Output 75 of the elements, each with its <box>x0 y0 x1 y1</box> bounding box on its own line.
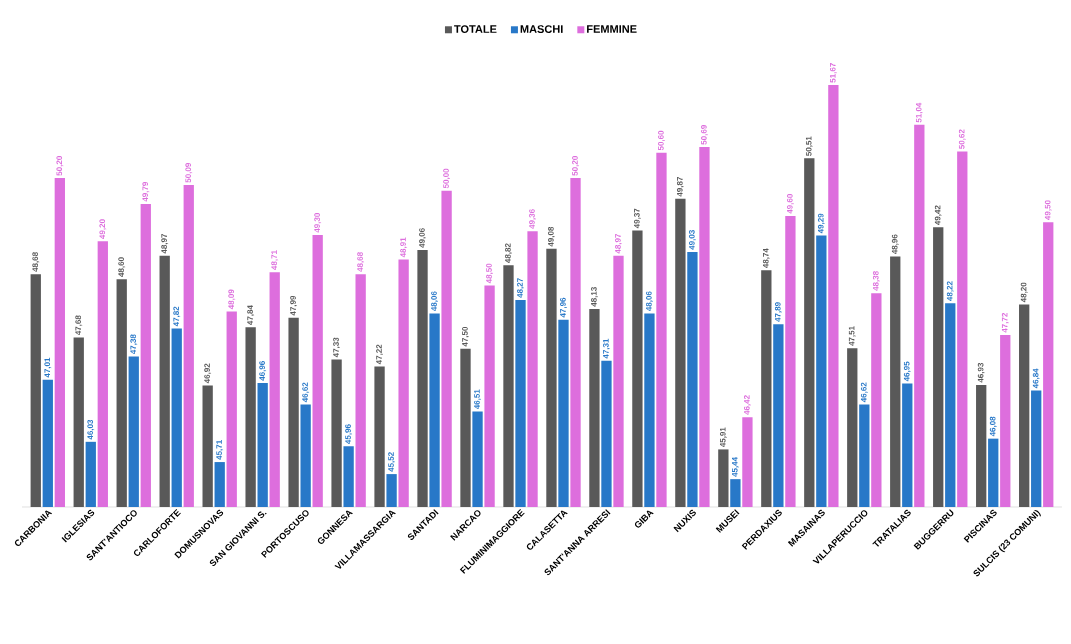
data-label: 47,82 <box>173 306 181 327</box>
data-label: 47,89 <box>774 302 782 322</box>
data-label: 48,60 <box>118 257 126 277</box>
data-label: 46,51 <box>474 389 481 410</box>
data-label: 48,68 <box>32 252 40 272</box>
data-label: 48,38 <box>872 271 880 291</box>
data-label: 49,50 <box>1044 200 1052 220</box>
data-label: 48,74 <box>762 248 770 269</box>
data-label: 45,44 <box>732 456 739 477</box>
data-label: 47,51 <box>848 326 856 346</box>
data-label: 47,99 <box>290 295 298 316</box>
data-label: 49,20 <box>99 219 107 239</box>
data-label: 47,50 <box>462 326 469 347</box>
data-label: 50,62 <box>958 129 966 149</box>
data-label: 50,69 <box>701 125 708 145</box>
data-label: 46,62 <box>860 382 868 403</box>
data-label: 49,42 <box>934 205 942 226</box>
data-label: 47,84 <box>247 305 255 325</box>
data-label: 49,06 <box>419 228 426 248</box>
data-label: 48,06 <box>431 291 438 312</box>
data-label: 50,20 <box>572 156 579 176</box>
data-label: 49,03 <box>689 230 696 250</box>
data-label: 48,09 <box>228 289 236 310</box>
data-label: 49,79 <box>142 182 150 202</box>
legend-label: TOTALE <box>454 25 497 33</box>
data-label: 47,33 <box>333 337 340 358</box>
data-label: 50,00 <box>443 168 451 189</box>
data-label: 49,37 <box>634 208 641 229</box>
data-label: 46,93 <box>977 362 985 383</box>
data-label: 51,04 <box>915 102 923 123</box>
data-label: 50,60 <box>658 130 665 151</box>
data-label: 48,97 <box>615 233 622 254</box>
data-label: 49,08 <box>548 226 555 247</box>
data-label: 47,96 <box>560 297 567 318</box>
data-label: 46,03 <box>87 419 95 440</box>
data-label: 45,96 <box>345 424 353 444</box>
data-label: 47,38 <box>130 334 138 355</box>
legend-label: MASCHI <box>520 25 563 33</box>
data-label: 50,20 <box>56 156 64 176</box>
data-label: 46,08 <box>989 416 997 437</box>
data-label: 46,42 <box>744 395 751 415</box>
data-label: 47,22 <box>376 344 383 365</box>
data-label: 49,30 <box>314 213 322 233</box>
data-label: 49,36 <box>529 209 536 229</box>
data-label: 49,87 <box>676 177 684 197</box>
data-label: 48,06 <box>646 291 653 312</box>
data-label: 47,72 <box>1001 313 1009 333</box>
data-label: 50,09 <box>185 163 193 183</box>
data-label: 48,27 <box>517 278 524 298</box>
data-label: 47,68 <box>75 315 83 336</box>
data-label: 48,91 <box>400 237 408 258</box>
data-label: 51,67 <box>829 63 837 83</box>
data-label: 48,13 <box>591 287 598 307</box>
data-label: 48,50 <box>486 263 493 284</box>
data-label: 48,20 <box>1020 282 1028 303</box>
data-label: 46,62 <box>302 382 310 403</box>
legend-label: FEMMINE <box>587 25 637 33</box>
data-label: 48,68 <box>357 252 365 272</box>
data-label: 45,91 <box>719 427 727 448</box>
data-label: 49,60 <box>786 194 794 214</box>
data-label: 46,84 <box>1032 368 1040 389</box>
data-label: 48,22 <box>946 281 954 301</box>
data-label: 45,71 <box>216 440 224 460</box>
data-label: 47,01 <box>44 357 52 378</box>
data-label: 48,96 <box>891 234 899 255</box>
data-label: 45,52 <box>388 452 395 472</box>
data-label: 47,31 <box>603 338 610 359</box>
data-label: 50,51 <box>805 136 813 156</box>
data-label: 48,71 <box>271 250 279 270</box>
data-label: 48,97 <box>161 233 169 254</box>
data-label: 48,82 <box>505 243 512 263</box>
data-label: 46,96 <box>259 361 267 381</box>
data-label: 46,95 <box>903 361 911 382</box>
data-label: 46,92 <box>204 363 212 384</box>
data-label: 49,29 <box>817 213 825 234</box>
